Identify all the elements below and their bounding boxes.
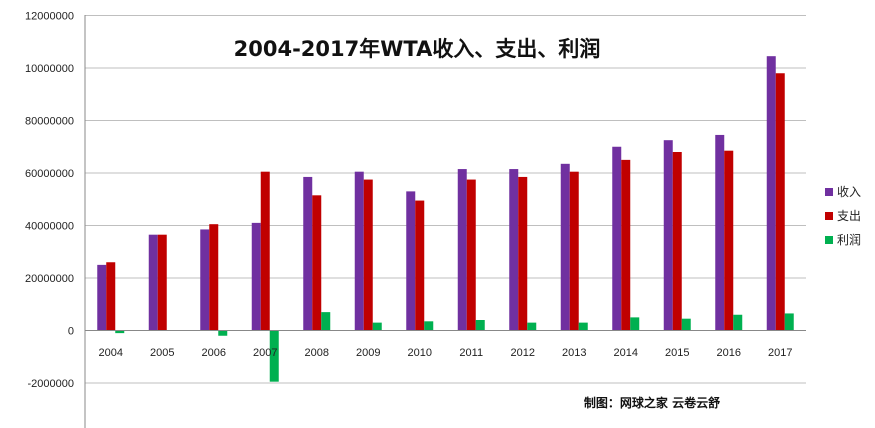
bar-income xyxy=(509,169,519,331)
bar-profit xyxy=(372,322,382,331)
bars xyxy=(97,56,794,382)
bar-income xyxy=(251,222,261,331)
y-tick-label: 40000000 xyxy=(25,221,74,233)
legend-swatch xyxy=(825,212,833,220)
legend-swatch xyxy=(825,236,833,244)
legend-swatch xyxy=(825,188,833,196)
x-tick-label: 2006 xyxy=(202,347,226,359)
bar-income xyxy=(715,134,725,331)
x-tick-label: 2007 xyxy=(253,347,277,359)
bar-expense xyxy=(312,195,322,331)
legend-item-income: 收入 xyxy=(825,185,861,199)
y-tick-label: 20000000 xyxy=(25,273,74,285)
y-tick-label: 12000000 xyxy=(25,11,74,23)
x-tick-label: 2010 xyxy=(408,347,432,359)
x-tick-label: 2017 xyxy=(768,347,792,359)
bar-income xyxy=(200,229,210,331)
legend-label: 支出 xyxy=(837,209,861,223)
bar-income xyxy=(303,176,313,331)
bar-income xyxy=(612,146,622,331)
bar-income xyxy=(663,140,673,331)
x-tick-label: 2015 xyxy=(665,347,689,359)
bar-profit xyxy=(218,330,228,336)
x-tick-label: 2016 xyxy=(717,347,741,359)
legend-item-profit: 利润 xyxy=(825,233,861,247)
bar-income xyxy=(97,264,107,331)
x-tick-label: 2011 xyxy=(459,347,483,359)
bar-profit xyxy=(630,317,640,331)
bar-income xyxy=(406,191,416,331)
bar-profit xyxy=(269,330,279,382)
bar-expense xyxy=(466,179,476,331)
y-tick-label: 10000000 xyxy=(25,63,74,75)
legend-item-expense: 支出 xyxy=(825,209,861,223)
axes xyxy=(84,15,806,428)
chart-title: 2004-2017年WTA收入、支出、利润 xyxy=(234,37,601,61)
y-tick-label: 0 xyxy=(68,326,74,338)
bar-expense xyxy=(775,73,785,331)
bar-expense xyxy=(209,224,219,331)
x-tick-label: 2012 xyxy=(511,347,535,359)
x-tick-label: 2005 xyxy=(150,347,174,359)
gridlines xyxy=(85,15,806,384)
bar-income xyxy=(354,171,364,331)
bar-expense xyxy=(363,179,373,331)
x-tick-label: 2009 xyxy=(356,347,380,359)
bar-expense xyxy=(415,200,425,331)
bar-income xyxy=(560,163,570,331)
x-tick-label: 2008 xyxy=(305,347,329,359)
bar-expense xyxy=(672,152,682,331)
bar-profit xyxy=(321,312,331,331)
bar-income xyxy=(457,169,467,331)
bar-income xyxy=(148,234,158,331)
bar-profit xyxy=(115,330,125,334)
bar-expense xyxy=(724,150,734,331)
x-tick-label: 2013 xyxy=(562,347,586,359)
bar-expense xyxy=(621,159,631,331)
bar-expense xyxy=(260,171,270,331)
bar-expense xyxy=(106,262,116,331)
bar-profit xyxy=(578,322,588,331)
bar-expense xyxy=(518,176,528,331)
bar-profit xyxy=(733,314,743,331)
bar-profit xyxy=(424,321,434,331)
bar-profit xyxy=(475,320,485,331)
y-tick-label: 60000000 xyxy=(25,168,74,180)
y-tick-label: -2000000 xyxy=(28,378,75,390)
y-tick-labels: 12000000 10000000 80000000 60000000 40000000… xyxy=(25,11,74,391)
bar-expense xyxy=(569,171,579,331)
bar-income xyxy=(766,56,776,331)
bar-profit xyxy=(784,313,794,331)
x-tick-labels: 2004 2005 2006 2007 2008 2009 2010 2011 2012 2013… xyxy=(99,347,793,359)
chart-credit: 制图：网球之家 云卷云舒 xyxy=(584,395,720,410)
bar-profit xyxy=(681,318,691,331)
legend-label: 利润 xyxy=(837,233,861,247)
x-tick-label: 2014 xyxy=(614,347,638,359)
y-tick-label: 80000000 xyxy=(25,116,74,128)
legend-label: 收入 xyxy=(837,185,861,199)
x-tick-label: 2004 xyxy=(99,347,123,359)
bar-expense xyxy=(157,234,167,331)
bar-profit xyxy=(527,322,537,331)
